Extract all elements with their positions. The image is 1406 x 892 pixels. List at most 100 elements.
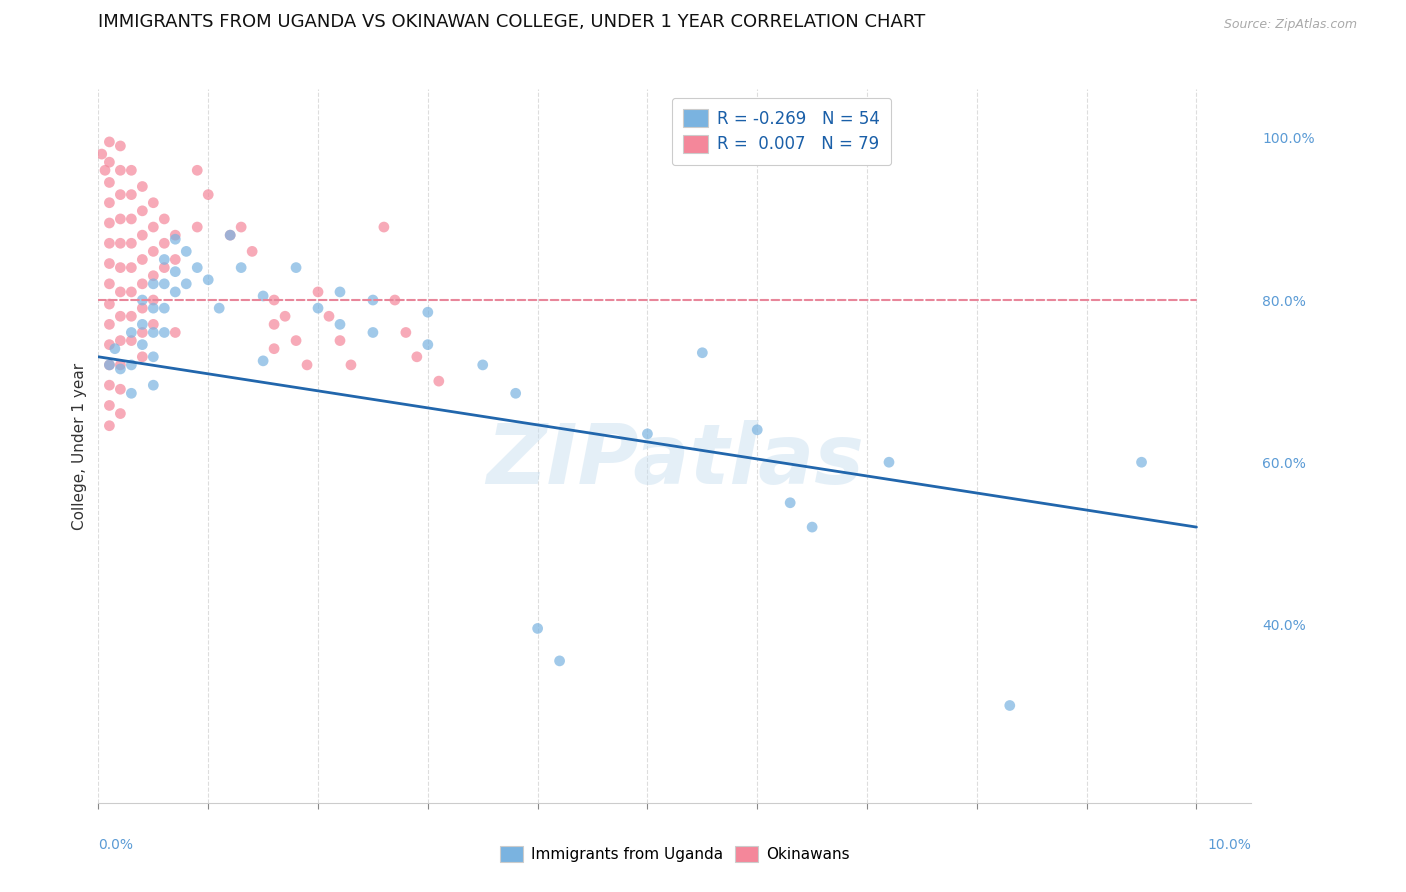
Point [526, 622, 548, 636]
Point [142, 378, 165, 392]
Point [877, 455, 900, 469]
Point [131, 318, 153, 332]
Point [285, 334, 308, 348]
Y-axis label: College, Under 1 year: College, Under 1 year [72, 362, 87, 530]
Point [165, 326, 187, 340]
Point [307, 285, 329, 299]
Point [153, 236, 176, 251]
Point [416, 337, 439, 351]
Point [307, 301, 329, 315]
Point [131, 277, 153, 291]
Point [153, 260, 176, 275]
Point [174, 244, 197, 259]
Point [98, 176, 121, 190]
Point [98, 195, 121, 210]
Point [263, 342, 285, 356]
Point [165, 232, 187, 246]
Point [395, 326, 418, 340]
Point [295, 358, 318, 372]
Point [131, 203, 153, 218]
Point [384, 293, 406, 307]
Point [427, 374, 450, 388]
Point [110, 334, 132, 348]
Point [120, 236, 142, 251]
Point [318, 310, 340, 324]
Point [208, 301, 231, 315]
Point [329, 334, 352, 348]
Text: 0.0%: 0.0% [98, 838, 134, 853]
Point [361, 293, 384, 307]
Point [110, 260, 132, 275]
Point [120, 386, 142, 401]
Text: 10.0%: 10.0% [1208, 838, 1251, 853]
Point [142, 293, 165, 307]
Point [471, 358, 494, 372]
Point [131, 326, 153, 340]
Point [94, 163, 117, 178]
Point [263, 293, 285, 307]
Text: ZIPatlas: ZIPatlas [486, 420, 863, 500]
Point [548, 654, 571, 668]
Point [165, 265, 187, 279]
Text: IMMIGRANTS FROM UGANDA VS OKINAWAN COLLEGE, UNDER 1 YEAR CORRELATION CHART: IMMIGRANTS FROM UGANDA VS OKINAWAN COLLE… [98, 13, 925, 31]
Point [98, 399, 121, 413]
Point [801, 520, 824, 534]
Point [274, 310, 297, 324]
Point [98, 358, 121, 372]
Point [90, 147, 112, 161]
Point [98, 358, 121, 372]
Point [779, 496, 801, 510]
Point [120, 211, 142, 226]
Point [110, 310, 132, 324]
Point [153, 277, 176, 291]
Point [240, 244, 263, 259]
Point [142, 268, 165, 283]
Point [373, 220, 395, 235]
Point [110, 236, 132, 251]
Point [361, 326, 384, 340]
Point [219, 228, 242, 243]
Point [98, 418, 121, 433]
Point [131, 252, 153, 267]
Point [110, 211, 132, 226]
Point [747, 423, 769, 437]
Legend: R = -0.269   N = 54, R =  0.007   N = 79: R = -0.269 N = 54, R = 0.007 N = 79 [672, 97, 891, 165]
Point [131, 301, 153, 315]
Point [416, 305, 439, 319]
Point [131, 179, 153, 194]
Point [110, 358, 132, 372]
Point [153, 211, 176, 226]
Point [231, 260, 253, 275]
Point [131, 337, 153, 351]
Point [98, 318, 121, 332]
Point [329, 285, 352, 299]
Point [120, 334, 142, 348]
Point [120, 358, 142, 372]
Point [110, 139, 132, 153]
Point [110, 163, 132, 178]
Point [131, 228, 153, 243]
Point [142, 301, 165, 315]
Point [405, 350, 427, 364]
Point [505, 386, 527, 401]
Point [142, 326, 165, 340]
Point [142, 277, 165, 291]
Point [252, 354, 274, 368]
Point [174, 277, 197, 291]
Point [186, 260, 208, 275]
Point [120, 326, 142, 340]
Point [98, 378, 121, 392]
Point [263, 318, 285, 332]
Point [120, 310, 142, 324]
Text: Source: ZipAtlas.com: Source: ZipAtlas.com [1223, 18, 1357, 31]
Point [231, 220, 253, 235]
Point [131, 350, 153, 364]
Point [197, 273, 219, 287]
Point [165, 285, 187, 299]
Point [120, 163, 142, 178]
Point [98, 337, 121, 351]
Point [120, 187, 142, 202]
Point [329, 318, 352, 332]
Point [142, 195, 165, 210]
Legend: Immigrants from Uganda, Okinawans: Immigrants from Uganda, Okinawans [495, 839, 855, 868]
